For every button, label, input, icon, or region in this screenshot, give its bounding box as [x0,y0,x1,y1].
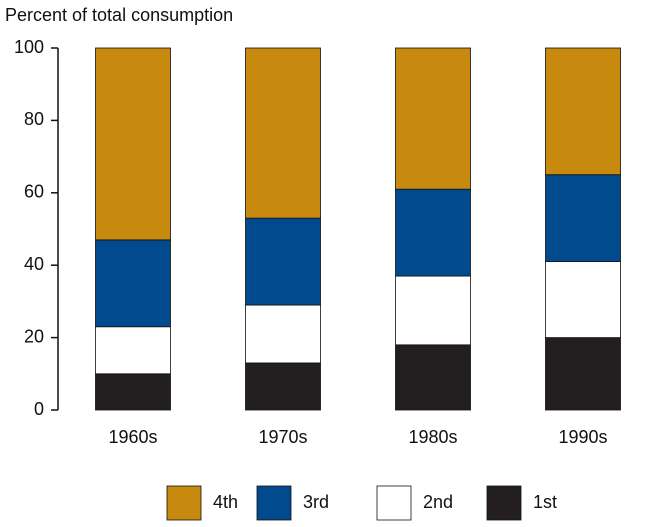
bar-segment [395,275,471,346]
legend-swatch [486,485,522,521]
legend-swatch [376,485,412,521]
bar-segment [545,174,621,262]
bar-segment [395,47,471,190]
y-tick-label: 80 [24,109,44,129]
bar-segment [545,261,621,338]
legend-swatch [256,485,292,521]
y-tick-label: 60 [24,182,44,202]
x-tick-label: 1970s [258,427,307,447]
bar-segment [395,344,471,411]
bar-segment [245,362,321,411]
bar-segment [95,326,171,375]
bar-segment [245,304,321,364]
y-tick-label: 0 [34,399,44,419]
x-tick-label: 1980s [408,427,457,447]
bar-segment [545,47,621,176]
legend-swatch [166,485,202,521]
legend-label: 4th [213,492,238,512]
legend-label: 3rd [303,492,329,512]
x-tick-label: 1960s [108,427,157,447]
y-tick-label: 40 [24,254,44,274]
bar-segment [95,47,171,241]
legend-label: 2nd [423,492,453,512]
x-tick-label: 1990s [558,427,607,447]
bar-segment [95,373,171,411]
bar-segment [545,337,621,411]
legend-label: 1st [533,492,557,512]
y-axis-label: Percent of total consumption [5,5,233,25]
bar-segment [245,217,321,306]
y-tick-label: 20 [24,326,44,346]
bar-segment [395,188,471,277]
bar-segment [95,239,171,328]
bar-segment [245,47,321,219]
y-tick-label: 100 [14,37,44,57]
